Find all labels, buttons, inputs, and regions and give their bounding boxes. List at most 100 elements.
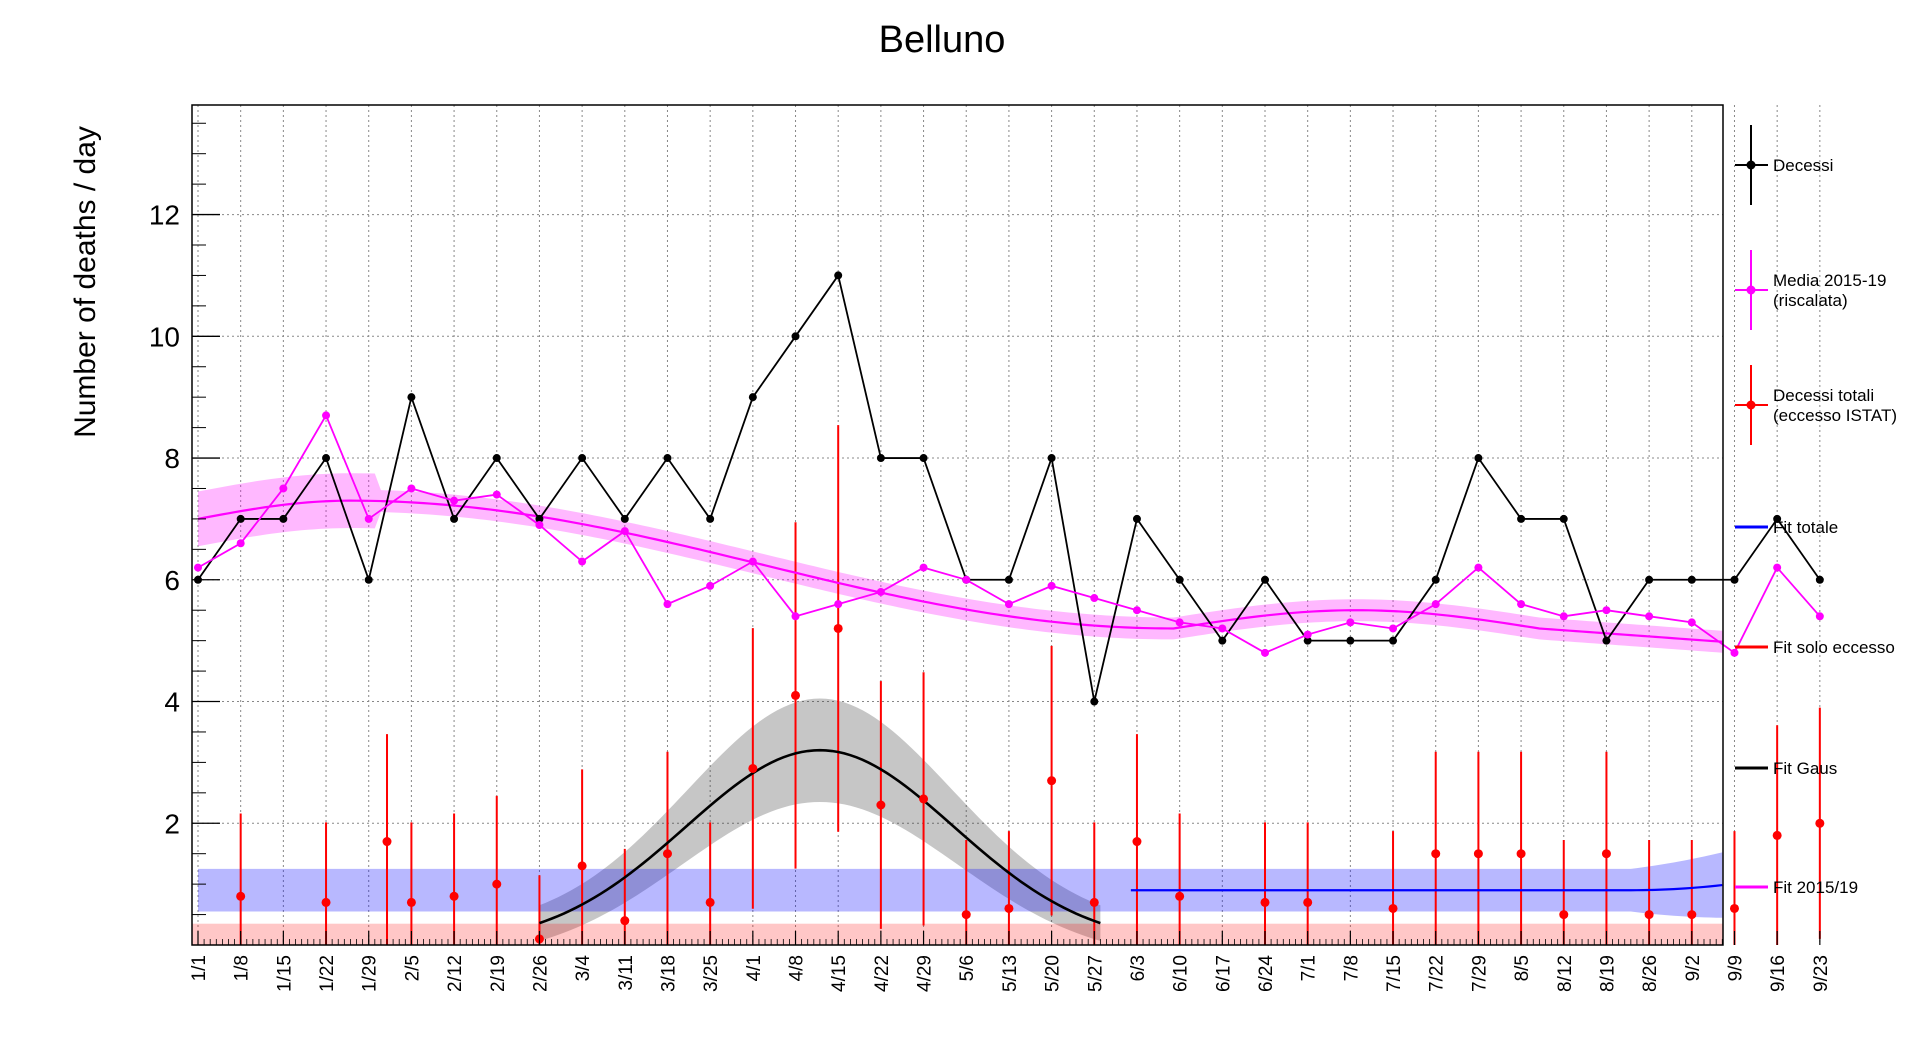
legend-label-fit_2015: Fit 2015/19 [1773,878,1858,897]
data-point-media [1645,612,1654,621]
x-tick-label: 8/19 [1597,955,1618,992]
plot-frame [191,104,1724,946]
data-point-eccesso [1004,903,1014,913]
data-point-eccesso [1559,910,1569,920]
data-point-eccesso [321,897,331,907]
x-tick-label: 1/1 [189,955,210,981]
x-tick-label: 3/18 [658,955,679,992]
data-point-decessi [1389,636,1398,645]
data-point-decessi [450,514,459,523]
data-point-decessi [1004,575,1013,584]
data-point-media [194,563,202,572]
x-tick-label: 1/22 [317,955,338,992]
axes: 1/1 1/8 1/15 1/22 1/29 2/5 2/12 2/19 2/26 3/4 3/11… [149,122,1832,992]
x-tick-label: 7/8 [1341,955,1362,981]
data-point-media [1303,630,1312,639]
legend-marker-eccesso [1746,400,1756,410]
data-point-eccesso [1303,897,1313,907]
x-tick-label: 1/29 [360,955,381,992]
data-point-media [1730,648,1739,657]
data-point-decessi [1645,575,1654,584]
legend-label-decessi: Decessi [1773,156,1833,175]
x-tick-label: 2/12 [445,955,466,992]
data-point-eccesso [492,879,502,889]
data-point-media [1517,600,1526,609]
data-point-media [1261,648,1269,657]
data-point-media [962,575,971,584]
data-point-media [407,484,416,493]
data-point-media [1559,612,1568,621]
x-tick-label: 3/11 [616,955,637,991]
data-point-media [1218,624,1227,633]
legend: Decessi Media 2015-19(riscalata) Decessi t… [1735,125,1897,897]
data-point-eccesso [876,800,886,810]
x-tick-label: 8/12 [1555,955,1576,992]
x-tick-label: 7/29 [1469,955,1490,992]
data-point-media [1474,563,1483,572]
data-point-decessi [1047,454,1056,463]
data-point-eccesso [705,897,715,907]
data-point-decessi [663,454,672,463]
data-point-decessi [1773,514,1782,523]
data-point-decessi [791,332,800,341]
x-tick-label: 6/10 [1171,955,1192,992]
data-point-decessi [1218,636,1227,645]
data-point-media [578,557,587,566]
data-point-decessi [1687,575,1696,584]
data-point-media [620,527,629,536]
x-tick-label: 5/6 [957,955,978,981]
data-point-media [535,521,544,529]
data-point-media [1431,600,1440,609]
data-point-decessi [620,514,629,523]
data-point-media [1090,594,1099,603]
data-point-eccesso [662,849,672,859]
x-tick-label: 9/16 [1768,955,1789,992]
data-point-media [1815,612,1824,621]
y-tick-label: 6 [164,565,180,596]
x-tick-label: 4/22 [872,955,893,992]
x-tick-label: 4/15 [829,955,850,992]
data-point-media [1773,563,1782,572]
x-tick-label: 7/22 [1427,955,1448,992]
data-point-decessi [535,514,544,523]
y-tick-label: 2 [164,808,180,839]
x-tick-label: 5/27 [1085,955,1106,992]
fit-eccesso-band [192,923,1723,945]
series-points [194,271,1825,944]
x-tick-label: 9/9 [1725,955,1746,981]
x-tick-label: 7/1 [1299,955,1320,981]
data-point-media [1004,600,1013,609]
data-point-decessi [236,514,245,523]
fit-totale-band [198,852,1723,918]
data-point-decessi [407,393,416,402]
legend-label-fit_gaus: Fit Gaus [1773,759,1837,778]
data-point-decessi [578,454,587,463]
data-point-eccesso [1687,910,1697,920]
fit-totale-curve [1130,883,1723,892]
x-tick-label: 2/19 [488,955,509,992]
fit-gaus-curve [539,748,1101,925]
data-point-decessi [1431,575,1440,584]
data-point-media [322,411,331,420]
data-point-decessi [1303,636,1312,645]
x-tick-label: 5/20 [1043,955,1064,992]
data-point-media [791,612,800,621]
data-point-media [450,496,459,505]
x-tick-label: 1/15 [274,955,295,992]
data-point-decessi [1175,575,1184,584]
data-point-decessi [706,514,715,523]
data-point-media [236,539,245,548]
x-tick-label: 3/4 [573,955,594,982]
data-point-decessi [1474,454,1483,463]
data-point-eccesso [1175,891,1185,901]
x-tick-label: 9/23 [1811,955,1832,992]
data-point-media [1132,606,1141,615]
data-point-eccesso [1644,910,1654,920]
y-tick-label: 12 [149,200,180,231]
fit-2015-curve [197,499,1723,643]
data-point-media [1687,618,1696,627]
data-point-decessi [876,454,885,463]
x-tick-label: 4/29 [915,955,936,992]
